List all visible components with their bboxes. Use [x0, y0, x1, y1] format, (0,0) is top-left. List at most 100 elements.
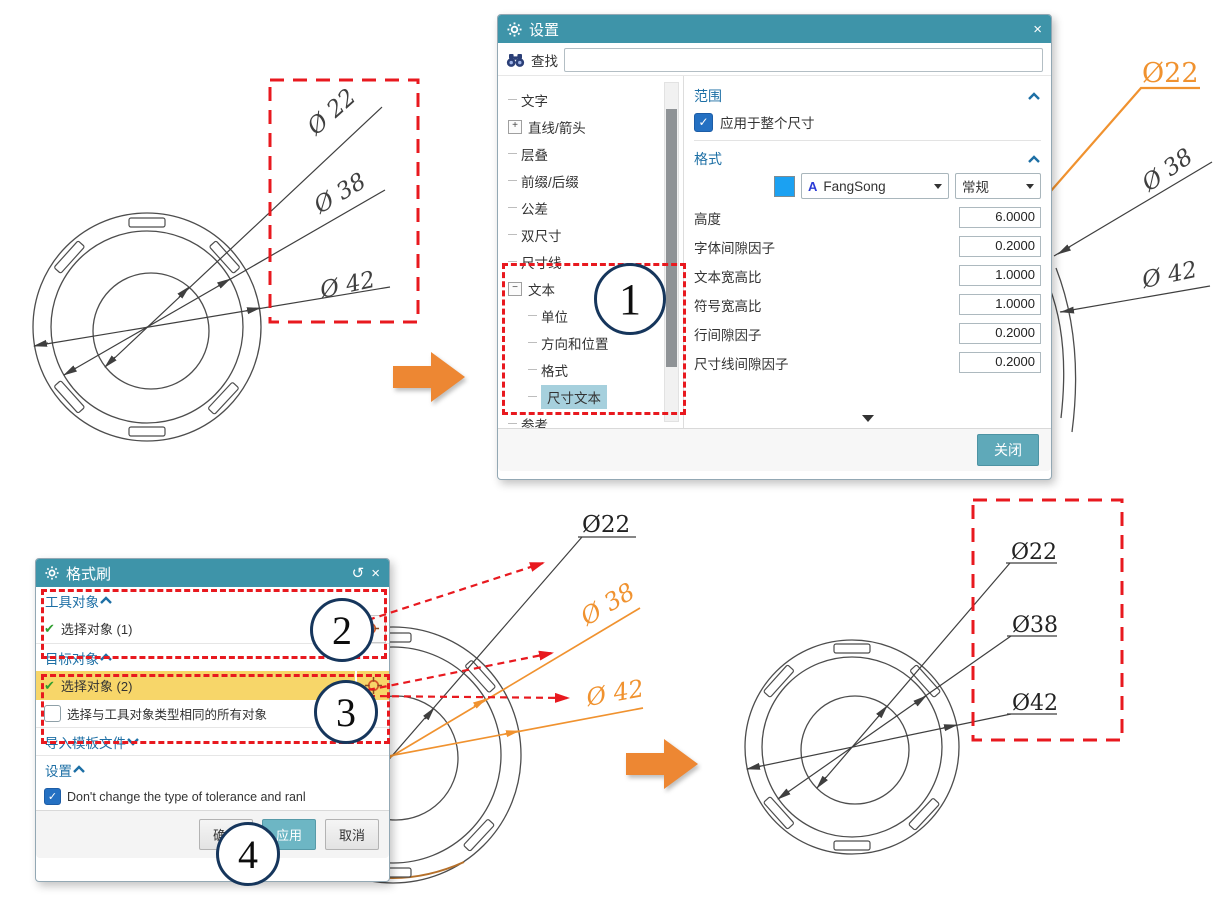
field-font-gap-factor: 字体间隙因子 0.2000 [694, 232, 1041, 261]
divider [694, 140, 1041, 141]
reset-icon[interactable]: ↺ [351, 564, 365, 582]
symbol-aspect-ratio-input[interactable]: 1.0000 [959, 294, 1041, 315]
dim-label-22[interactable]: Ø22 [1011, 540, 1057, 565]
expand-plus-icon[interactable]: + [508, 119, 522, 134]
tree-item-orientation-location[interactable]: 方向和位置 [498, 329, 683, 356]
dimension-lines[interactable] [746, 562, 1057, 800]
dim-label-38[interactable]: Ø 38 [1137, 144, 1198, 198]
dimension-lines[interactable] [33, 106, 391, 376]
flow-arrow-2 [626, 737, 702, 791]
collapse-minus-icon[interactable]: − [508, 281, 522, 296]
tree-item-line-arrow[interactable]: + 直线/箭头 [498, 113, 683, 140]
field-text-aspect-ratio: 文本宽高比 1.0000 [694, 261, 1041, 290]
dim-label-22[interactable]: Ø 22 [302, 84, 361, 141]
apply-entire-dimension-row[interactable]: ✓ 应用于整个尺寸 [694, 108, 1041, 136]
font-style: 常规 [962, 180, 989, 195]
find-binoculars-icon [506, 53, 525, 67]
tree-item-dimension-text[interactable]: 尺寸文本 [498, 383, 683, 410]
restyled-dim-22[interactable]: Ø22 [1049, 58, 1200, 193]
apply-entire-dimension-label: 应用于整个尺寸 [720, 116, 815, 131]
font-select[interactable]: A FangSong [801, 173, 949, 199]
dont-change-checkbox-label: Don't change the type of tolerance and r… [67, 789, 306, 804]
unchecked-checkbox-icon[interactable] [44, 705, 61, 722]
chevron-up-icon[interactable] [99, 596, 113, 605]
tool-object-header[interactable]: 工具对象 [36, 587, 389, 614]
tree-item-format[interactable]: 格式 [498, 356, 683, 383]
dim-label-42[interactable]: Ø 42 [1139, 257, 1200, 294]
gear-icon [45, 566, 59, 580]
font-style-select[interactable]: 常规 [955, 173, 1041, 199]
dont-change-checkbox-row[interactable]: ✓ Don't change the type of tolerance and… [36, 783, 389, 810]
highlight-box-dim-labels [268, 78, 420, 324]
find-label: 查找 [531, 54, 558, 69]
dim-label-38[interactable]: Ø 38 [309, 168, 371, 219]
tree-item-dual-dim[interactable]: 双尺寸 [498, 221, 683, 248]
text-aspect-ratio-input[interactable]: 1.0000 [959, 265, 1041, 286]
find-input[interactable] [564, 48, 1043, 72]
close-button[interactable]: 关闭 [977, 434, 1039, 466]
settings-dialog: 设置 × 查找 文字 + 直线/箭头 层叠 前缀/后缀 公差 双尺寸 尺寸线 − 文… [497, 14, 1052, 480]
part-drawing-top-left: Ø 22 Ø 38 Ø 42 [32, 78, 420, 442]
step-badge-4: 4 [216, 822, 280, 886]
step-badge-2: 2 [310, 598, 374, 662]
panel-scroll-down-icon[interactable] [861, 415, 874, 422]
tree-item-prefix-suffix[interactable]: 前缀/后缀 [498, 167, 683, 194]
chevron-up-icon[interactable] [72, 765, 86, 774]
selected-dimension-42[interactable] [350, 707, 644, 779]
same-type-checkbox-row[interactable]: 选择与工具对象类型相同的所有对象 [36, 700, 389, 727]
dim-label-22[interactable]: Ø22 [582, 512, 630, 538]
gear-icon [507, 21, 522, 37]
chevron-down-icon[interactable] [126, 737, 140, 746]
scrollbar-thumb[interactable] [666, 109, 677, 367]
field-dimline-gap-factor: 尺寸线间隙因子 0.2000 [694, 348, 1041, 377]
step-badge-1: 1 [594, 263, 666, 335]
tree-item-dim-line[interactable]: 尺寸线 [498, 248, 683, 275]
tree-item-text-node[interactable]: − 文本 [498, 275, 683, 302]
font-glyph-icon: A [808, 178, 818, 194]
part-drawing-bottom-right: Ø22 Ø38 Ø42 [744, 498, 1124, 855]
settings-panel: 范围 ✓ 应用于整个尺寸 格式 A FangSong [684, 76, 1051, 428]
field-line-gap-factor: 行间隙因子 0.2000 [694, 319, 1041, 348]
font-gap-factor-input[interactable]: 0.2000 [959, 236, 1041, 257]
dim-label-38[interactable]: Ø38 [1012, 613, 1058, 638]
step-badge-3: 3 [314, 680, 378, 744]
text-color-swatch[interactable] [774, 175, 795, 197]
green-check-icon: ✔ [44, 677, 55, 693]
dim-label-42[interactable]: Ø42 [1012, 691, 1058, 716]
dim-label-42[interactable]: Ø 42 [317, 267, 378, 304]
field-symbol-aspect-ratio: 符号宽高比 1.0000 [694, 290, 1041, 319]
chevron-up-icon[interactable] [1027, 154, 1041, 164]
checked-checkbox-icon[interactable]: ✓ [694, 112, 713, 132]
range-section-header[interactable]: 范围 [694, 84, 1041, 108]
highlight-box-result-labels [971, 498, 1124, 742]
tree-item-tolerance[interactable]: 公差 [498, 194, 683, 221]
painter-dialog-title: 格式刷 [66, 565, 112, 583]
checked-checkbox-icon[interactable]: ✓ [44, 788, 61, 805]
close-icon[interactable]: × [1033, 20, 1042, 38]
dimline-gap-factor-input[interactable]: 0.2000 [959, 352, 1041, 373]
dim-label-38[interactable]: Ø 38 [575, 577, 640, 631]
dim-label-22[interactable]: Ø22 [1142, 58, 1199, 89]
tree-item-text-attr[interactable]: 文字 [498, 86, 683, 113]
painter-titlebar[interactable]: 格式刷 ↺ × [36, 559, 389, 587]
flow-arrow-1 [393, 350, 469, 404]
tree-item-units[interactable]: 单位 [498, 302, 683, 329]
tool-select-label: 选择对象 (1) [60, 622, 133, 637]
height-input[interactable]: 6.0000 [959, 207, 1041, 228]
painter-settings-header[interactable]: 设置 [36, 755, 389, 783]
tree-scrollbar[interactable] [664, 82, 679, 422]
target-select-label: 选择对象 (2) [60, 679, 133, 694]
chevron-up-icon[interactable] [99, 653, 113, 662]
tree-item-stack[interactable]: 层叠 [498, 140, 683, 167]
part-drawing-top-right: Ø22 Ø 38 Ø 42 [1048, 58, 1213, 433]
dimension-22[interactable] [351, 536, 636, 803]
cancel-button[interactable]: 取消 [324, 819, 379, 850]
close-icon[interactable]: × [371, 564, 380, 582]
format-section-header[interactable]: 格式 [694, 147, 1041, 171]
settings-titlebar[interactable]: 设置 × [498, 15, 1051, 43]
tree-item-reference[interactable]: 参考 [498, 410, 683, 428]
line-gap-factor-input[interactable]: 0.2000 [959, 323, 1041, 344]
chevron-up-icon[interactable] [1027, 91, 1041, 101]
dim-label-42[interactable]: Ø 42 [583, 674, 646, 712]
